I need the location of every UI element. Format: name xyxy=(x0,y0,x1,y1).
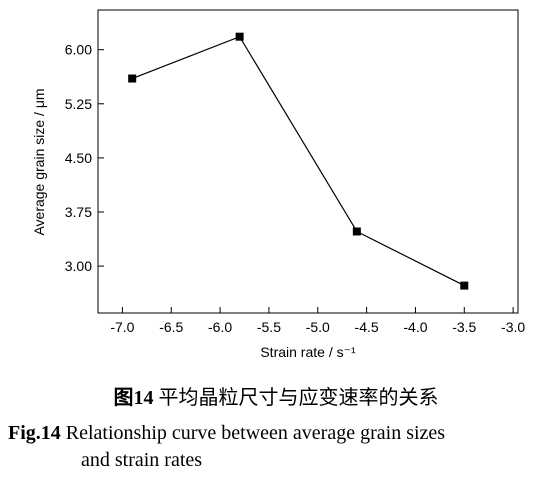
x-tick-label: -3.5 xyxy=(452,319,476,335)
caption-cn-label: 图14 xyxy=(113,387,154,409)
series-line xyxy=(131,35,465,287)
data-point xyxy=(128,74,137,83)
x-tick-label: -6.5 xyxy=(159,319,183,335)
y-tick-label: 6.00 xyxy=(65,42,92,58)
chart: 3.00 3.75 4.50 5.25 6.00 -7.0 -6.5 -6.0 -5.5 -5.… xyxy=(31,9,525,360)
x-tick-label: -6.0 xyxy=(208,319,232,335)
y-tick-label: 4.50 xyxy=(65,150,92,166)
x-tick-label: -4.5 xyxy=(355,319,379,335)
caption-cn-text: 平均晶粒尺寸与应变速率的关系 xyxy=(153,387,439,409)
caption-en-line2: and strain rates xyxy=(81,449,203,471)
y-tick-label: 3.75 xyxy=(65,204,92,220)
x-tick-label: -3.0 xyxy=(501,319,525,335)
data-point xyxy=(235,32,244,41)
y-axis-label: Average grain size / μm xyxy=(31,88,47,235)
plot-frame xyxy=(97,9,519,314)
caption-english: Fig.14 Relationship curve between averag… xyxy=(8,420,548,474)
data-point xyxy=(352,227,361,236)
y-tick-label: 5.25 xyxy=(65,96,92,112)
caption-en-line1: Relationship curve between average grain… xyxy=(60,422,446,444)
x-tick-label: -5.5 xyxy=(257,319,281,335)
y-axis-ticks: 3.00 3.75 4.50 5.25 6.00 xyxy=(65,42,104,274)
x-tick-label: -4.0 xyxy=(403,319,427,335)
x-axis-ticks: -7.0 -6.5 -6.0 -5.5 -5.0 -4.5 -4.0 -3.5 -3.0 xyxy=(110,307,525,335)
caption-chinese: 图14 平均晶粒尺寸与应变速率的关系 xyxy=(0,381,552,410)
x-tick-label: -7.0 xyxy=(110,319,134,335)
x-axis-label: Strain rate / s⁻¹ xyxy=(260,344,356,360)
data-point xyxy=(460,281,469,290)
caption-en-label: Fig.14 xyxy=(8,422,61,444)
series-group xyxy=(128,32,469,290)
x-tick-label: -5.0 xyxy=(306,319,330,335)
y-tick-label: 3.00 xyxy=(65,258,92,274)
